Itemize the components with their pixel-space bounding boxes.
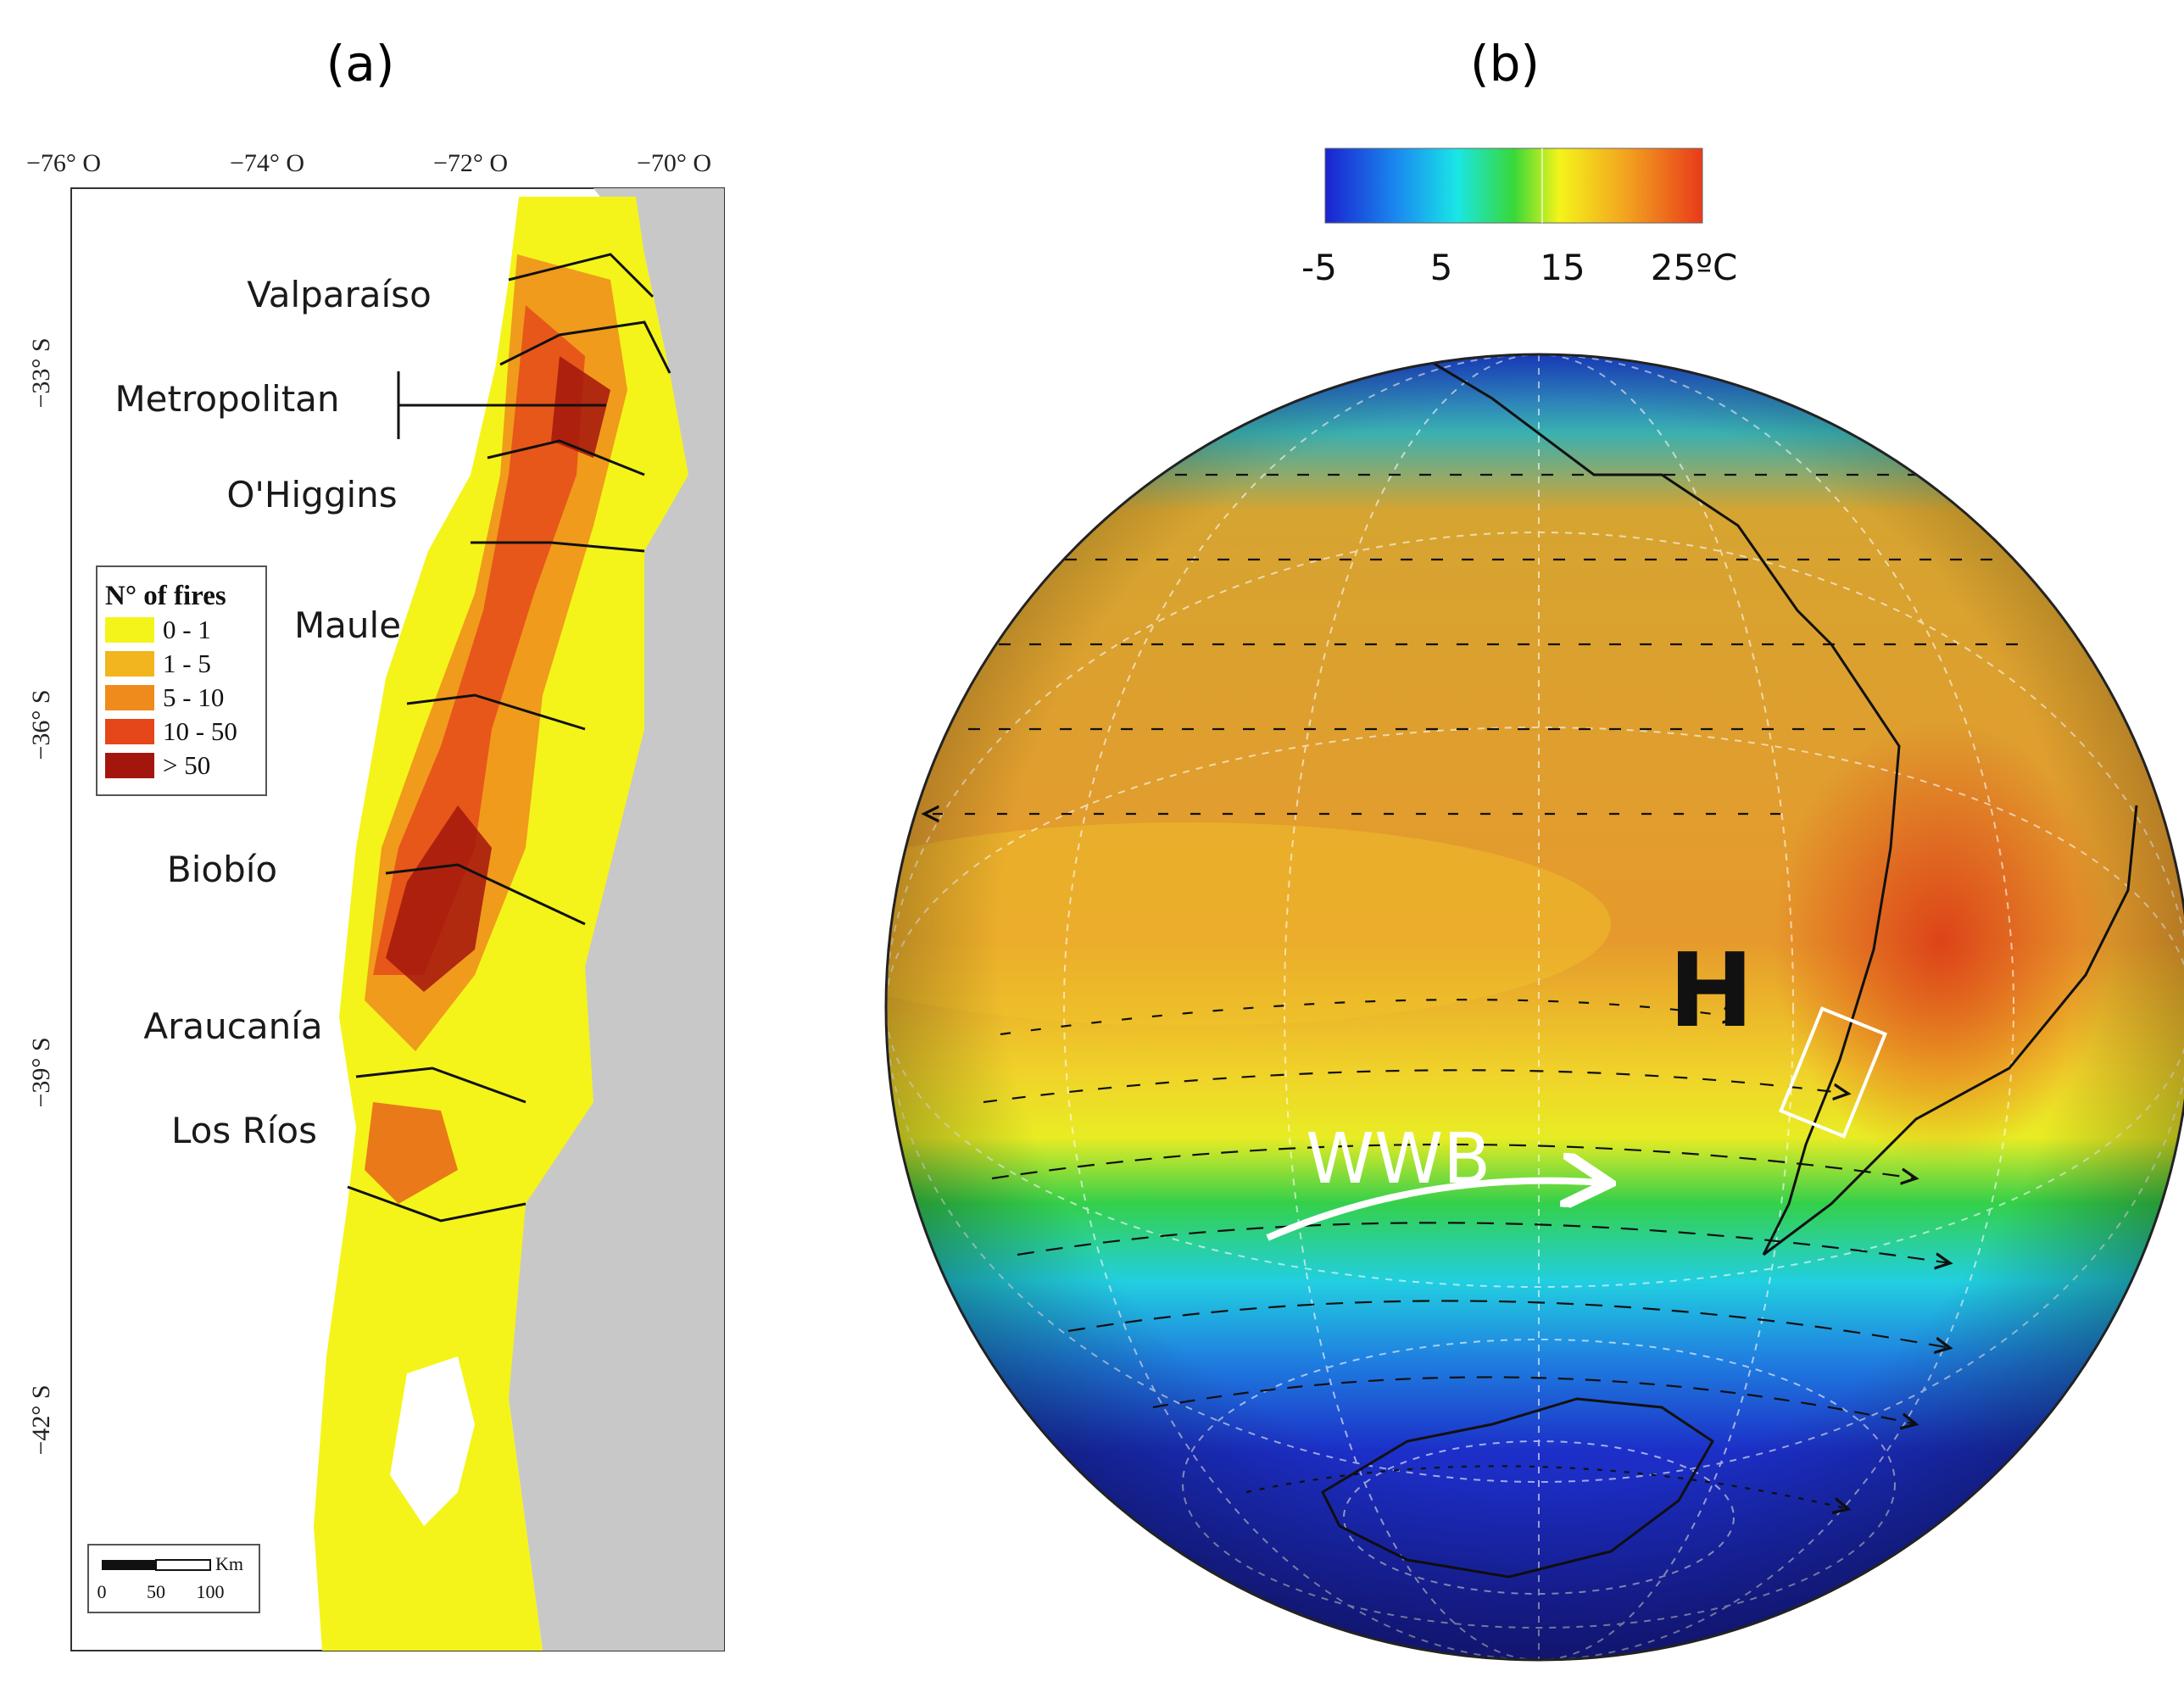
latitude-ticks: −33° S −36° S −39° S −42° S — [27, 337, 55, 1455]
region-label: Valparaíso — [247, 274, 432, 315]
panel-a-label: (a) — [326, 35, 395, 92]
scale-bar: Km 0 50 100 — [87, 1544, 260, 1613]
study-area-box — [1778, 1006, 1888, 1139]
wwb-arrow — [1266, 1181, 1602, 1241]
argentina-area — [500, 188, 724, 1651]
colorbar-tick: 15 — [1540, 247, 1585, 288]
lat-tick: −39° S — [27, 1037, 55, 1107]
region-label: Los Ríos — [171, 1110, 317, 1151]
fire-zone-hotspots — [386, 356, 610, 992]
lon-tick: −72° O — [433, 149, 508, 177]
chile-area — [314, 197, 688, 1651]
globe-shade — [886, 354, 2184, 1660]
region-label: Maule — [294, 604, 401, 646]
legend-label: 1 - 5 — [163, 649, 211, 678]
colorbar-tick: 5 — [1430, 247, 1453, 288]
lon-tick: −70° O — [637, 149, 711, 177]
region-label: Metropolitan — [114, 378, 339, 420]
fire-zone-dense — [373, 305, 585, 975]
legend-swatch — [105, 685, 154, 710]
colorbar-gradient — [1324, 148, 1703, 224]
lon-tick: −76° O — [26, 149, 101, 177]
legend-swatch — [105, 617, 154, 643]
legend-label: 0 - 1 — [163, 615, 211, 644]
temperature-colorbar: -5 5 15 25ºC — [1301, 148, 1737, 288]
longitude-ticks: −76° O −74° O −72° O −70° O — [26, 149, 711, 177]
legend-swatch — [105, 651, 154, 677]
lon-tick: −74° O — [230, 149, 304, 177]
scale-unit: Km — [215, 1553, 243, 1574]
legend-swatch — [105, 753, 154, 778]
legend-label: 10 - 50 — [163, 716, 237, 746]
colorbar-tick: 25ºC — [1651, 247, 1738, 288]
region-labels: Valparaíso Metropolitan O'Higgins Maule … — [114, 274, 431, 1151]
legend-label: 5 - 10 — [163, 682, 224, 712]
legend-title: N° of fires — [105, 581, 226, 611]
panel-b-label: (b) — [1470, 35, 1540, 92]
lat-tick: −36° S — [27, 689, 55, 760]
globe-outline — [884, 353, 2184, 1662]
scale-bar-white — [155, 1559, 211, 1571]
scale-label: 50 — [147, 1581, 165, 1602]
scale-label: 0 — [98, 1581, 107, 1602]
scale-bar-box — [87, 1544, 260, 1613]
scale-label: 100 — [197, 1581, 225, 1602]
fire-zone-south — [365, 1102, 458, 1204]
lat-tick: −42° S — [27, 1384, 55, 1455]
colorbar-tick: -5 — [1301, 247, 1337, 288]
region-borders — [347, 253, 671, 1223]
scale-bar-black — [102, 1560, 156, 1570]
region-label: Biobío — [167, 849, 277, 890]
panel-a-map — [70, 187, 725, 1651]
globe: H WWB — [884, 353, 2184, 1662]
fjord-area — [390, 1356, 475, 1526]
high-pressure-label: H — [1669, 933, 1753, 1050]
legend-box — [96, 565, 267, 796]
fires-legend: N° of fires 0 - 1 1 - 5 5 - 10 10 - 50 >… — [96, 565, 267, 796]
legend-label: > 50 — [163, 750, 210, 780]
region-label: O'Higgins — [226, 474, 397, 515]
legend-swatch — [105, 719, 154, 744]
lat-tick: −33° S — [27, 337, 55, 408]
region-label: Araucanía — [143, 1005, 322, 1047]
